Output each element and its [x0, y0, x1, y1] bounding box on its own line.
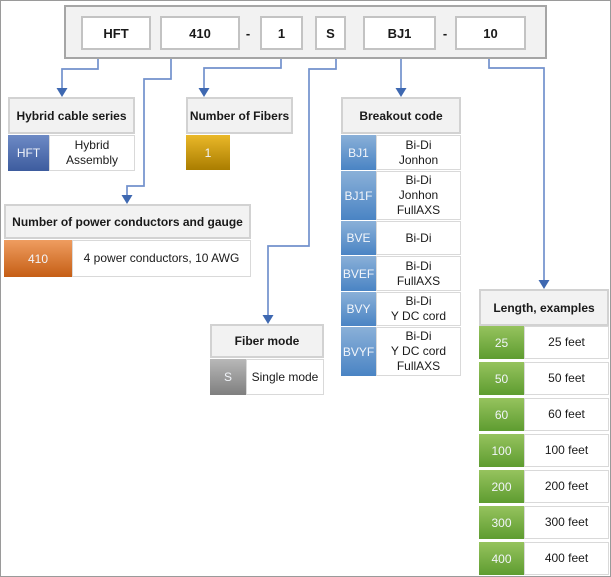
code-cell: 100 — [479, 434, 524, 467]
segment-1: 1 — [260, 16, 303, 50]
arrow-down-icon — [56, 88, 68, 97]
arrow-down-icon — [121, 195, 133, 204]
code-cell: BVYF — [341, 327, 376, 376]
code-cell: BJ1F — [341, 171, 376, 220]
dash-separator: - — [245, 25, 251, 41]
section-hybrid-series: Hybrid cable series HFT Hybrid Assembly — [8, 97, 135, 171]
section-title: Fiber mode — [210, 324, 324, 358]
code-cell: 410 — [4, 240, 72, 277]
segment-s: S — [315, 16, 346, 50]
section-fibers: Number of Fibers 1 — [186, 97, 293, 170]
table-row: 50 50 feet — [479, 362, 609, 395]
code-cell: 300 — [479, 506, 524, 539]
section-power-conductors: Number of power conductors and gauge 410… — [4, 204, 251, 277]
table-row: 300 300 feet — [479, 506, 609, 539]
segment-bj1: BJ1 — [363, 16, 436, 50]
segment-410: 410 — [160, 16, 240, 50]
arrow-down-icon — [395, 88, 407, 97]
description-cell: Bi-Di Y DC cord — [376, 292, 461, 326]
description-cell: 4 power conductors, 10 AWG — [72, 240, 251, 277]
description-cell: 200 feet — [524, 470, 609, 503]
code-cell: HFT — [8, 135, 49, 171]
section-title: Number of Fibers — [186, 97, 293, 134]
code-cell: 200 — [479, 470, 524, 503]
segment-10: 10 — [455, 16, 526, 50]
description-cell: 25 feet — [524, 326, 609, 359]
description-cell: 400 feet — [524, 542, 609, 575]
table-row: 60 60 feet — [479, 398, 609, 431]
part-number-box: HFT 410 - 1 S BJ1 - 10 — [64, 5, 547, 59]
code-cell: BJ1 — [341, 135, 376, 170]
table-row: BJ1 Bi-Di Jonhon — [341, 135, 461, 170]
arrow-down-icon — [198, 88, 210, 97]
section-length-examples: Length, examples 25 25 feet 50 50 feet 6… — [479, 289, 609, 575]
section-title: Length, examples — [479, 289, 609, 326]
description-cell: Bi-Di — [376, 221, 461, 255]
description-cell: Hybrid Assembly — [49, 135, 135, 171]
description-cell: Single mode — [246, 359, 324, 395]
description-cell: Bi-Di Jonhon — [376, 135, 461, 170]
table-row: 25 25 feet — [479, 326, 609, 359]
code-cell: BVEF — [341, 256, 376, 291]
section-title: Hybrid cable series — [8, 97, 135, 134]
segment-hft: HFT — [81, 16, 151, 50]
table-row: BVY Bi-Di Y DC cord — [341, 292, 461, 326]
code-cell: 60 — [479, 398, 524, 431]
section-fiber-mode: Fiber mode S Single mode — [210, 324, 324, 395]
table-row: 400 400 feet — [479, 542, 609, 575]
table-row: 1 — [186, 135, 293, 170]
dash-separator: - — [442, 25, 448, 41]
description-cell: Bi-Di Y DC cord FullAXS — [376, 327, 461, 376]
table-row: HFT Hybrid Assembly — [8, 135, 135, 171]
description-cell: Bi-Di FullAXS — [376, 256, 461, 291]
code-cell: 25 — [479, 326, 524, 359]
section-breakout-code: Breakout code BJ1 Bi-Di Jonhon BJ1F Bi-D… — [341, 97, 461, 376]
table-row: BVYF Bi-Di Y DC cord FullAXS — [341, 327, 461, 376]
code-cell: 400 — [479, 542, 524, 575]
arrow-down-icon — [262, 315, 274, 324]
description-cell: 300 feet — [524, 506, 609, 539]
section-title: Number of power conductors and gauge — [4, 204, 251, 239]
description-cell: Bi-Di Jonhon FullAXS — [376, 171, 461, 220]
description-cell: 50 feet — [524, 362, 609, 395]
table-row: BVE Bi-Di — [341, 221, 461, 255]
section-title: Breakout code — [341, 97, 461, 134]
code-cell: 50 — [479, 362, 524, 395]
table-row: S Single mode — [210, 359, 324, 395]
code-cell: 1 — [186, 135, 230, 170]
table-row: 200 200 feet — [479, 470, 609, 503]
description-cell: 100 feet — [524, 434, 609, 467]
arrow-down-icon — [538, 280, 550, 289]
table-row: 410 4 power conductors, 10 AWG — [4, 240, 251, 277]
code-cell: S — [210, 359, 246, 395]
table-row: BVEF Bi-Di FullAXS — [341, 256, 461, 291]
description-cell: 60 feet — [524, 398, 609, 431]
code-cell: BVY — [341, 292, 376, 326]
table-row: 100 100 feet — [479, 434, 609, 467]
table-row: BJ1F Bi-Di Jonhon FullAXS — [341, 171, 461, 220]
code-cell: BVE — [341, 221, 376, 255]
